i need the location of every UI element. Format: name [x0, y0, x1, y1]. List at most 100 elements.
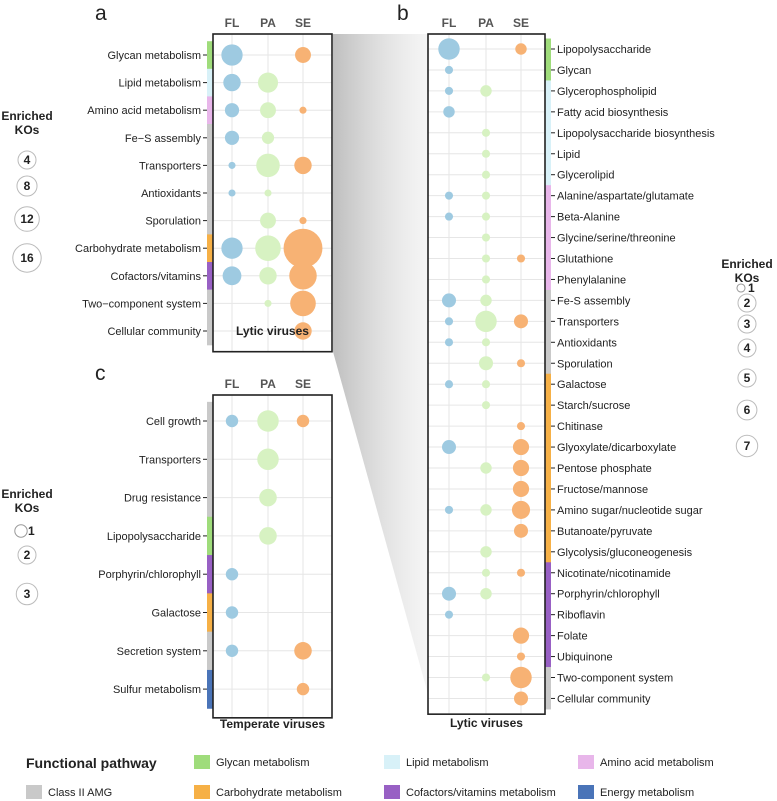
size-legend-value: 3 — [24, 587, 31, 601]
bubble-PA — [260, 212, 276, 229]
panel-c: FL PA SE Cell growth Transporters Drug resist… — [95, 362, 333, 731]
zoom-shade — [333, 34, 428, 695]
bubble-PA — [480, 587, 492, 600]
category-strip-carbo — [545, 436, 551, 459]
row-label: Sporulation — [557, 358, 613, 370]
column-header-FL: FL — [225, 16, 240, 30]
panel-frame — [212, 394, 333, 719]
bubble-FL — [441, 440, 457, 455]
bubble-PA — [481, 401, 491, 410]
bubble-FL — [223, 73, 241, 92]
bubble-FL — [224, 130, 240, 145]
column-header-PA: PA — [260, 377, 276, 391]
row-label: Transporters — [139, 454, 201, 466]
bubble-SE — [512, 480, 530, 498]
category-strip-class2 — [545, 667, 551, 689]
category-strip-carbo — [545, 457, 551, 479]
row-label: Lipid — [557, 149, 580, 161]
row-label: Glycerophospholipid — [557, 86, 657, 98]
bubble-SE — [513, 523, 529, 538]
bubble-FL — [225, 644, 239, 657]
bubble-FL — [444, 380, 454, 389]
bubble-PA — [478, 356, 494, 371]
legend-label-class2: Class II AMG — [48, 787, 112, 799]
size-legend-circle — [736, 283, 746, 293]
row-label: Cell growth — [146, 416, 201, 428]
column-header-PA: PA — [260, 16, 276, 30]
bubble-FL — [443, 106, 455, 118]
size-legend-circle — [14, 206, 40, 232]
bubble-FL — [225, 568, 239, 581]
bubble-PA — [259, 488, 277, 507]
row-label: Two−component system — [82, 298, 201, 310]
bubble-SE — [294, 322, 312, 340]
bubble-PA — [256, 153, 280, 178]
bubble-PA — [257, 72, 279, 93]
category-strip-carbo — [545, 373, 551, 396]
row-label: Amino acid metabolism — [87, 105, 201, 117]
row-label: Cellular community — [557, 693, 651, 705]
row-label: Chitinase — [557, 421, 603, 433]
category-strip-carbo — [545, 541, 551, 563]
category-strip-carbo — [545, 415, 551, 438]
category-strip-class2 — [545, 687, 551, 710]
category-strip-cofactor — [545, 625, 551, 647]
row-label: Carbohydrate metabolism — [75, 243, 201, 255]
bubble-PA — [480, 85, 492, 97]
legend-swatch-class2 — [26, 785, 42, 799]
category-strip-class2 — [207, 206, 213, 235]
size-legend-circle — [12, 243, 42, 273]
size-legend-value: 12 — [20, 212, 34, 226]
category-strip-cofactor — [545, 604, 551, 626]
row-label: Glycolysis/gluconeogenesis — [557, 547, 693, 559]
size-legend-value: 7 — [744, 439, 751, 453]
category-strip-amino — [545, 227, 551, 249]
legend-label-glycan: Glycan metabolism — [216, 757, 310, 769]
category-strip-carbo — [545, 520, 551, 542]
bubble-FL — [444, 191, 454, 200]
category-strip-lipid — [545, 164, 551, 186]
size-legend-circle — [737, 338, 757, 358]
column-header-SE: SE — [295, 16, 311, 30]
bubble-FL — [228, 161, 236, 169]
category-strip-carbo — [207, 593, 213, 633]
category-strip-amino — [545, 268, 551, 291]
row-label: Fatty acid biosynthesis — [557, 107, 669, 119]
category-strip-class2 — [207, 317, 213, 346]
row-label: Amino sugar/nucleotide sugar — [557, 505, 703, 517]
bubble-SE — [511, 500, 531, 519]
size-legend-value: 2 — [744, 296, 751, 310]
size-legend-circle — [17, 150, 37, 170]
size-legend-value: 2 — [24, 548, 31, 562]
column-header-PA: PA — [478, 16, 494, 30]
legend-label-cofactor: Cofactors/vitamins metabolism — [406, 787, 556, 799]
bubble-SE — [283, 228, 323, 268]
bubble-SE — [299, 106, 307, 114]
zoom-connector — [333, 34, 428, 695]
legend-title: Functional pathway — [26, 755, 157, 771]
bubble-FL — [444, 610, 454, 619]
bubble-SE — [290, 290, 316, 317]
legend-label-energy: Energy metabolism — [600, 787, 694, 799]
category-strip-amino — [207, 96, 213, 125]
size-legend-value: 4 — [24, 153, 31, 167]
bubble-FL — [221, 237, 243, 259]
bubble-PA — [480, 462, 492, 474]
category-strip-class2 — [207, 440, 213, 479]
bubble-FL — [444, 505, 454, 514]
row-label: Porphyrin/chlorophyll — [557, 589, 660, 601]
column-header-SE: SE — [513, 16, 529, 30]
size-legend-circle — [14, 524, 28, 538]
category-strip-cofactor — [207, 262, 213, 291]
bubble-SE — [515, 43, 527, 55]
legend-swatch-glycan — [194, 755, 210, 769]
bubble-FL — [438, 38, 460, 60]
bubble-SE — [516, 568, 526, 577]
legend-swatch-carbo — [194, 785, 210, 799]
bubble-SE — [296, 682, 310, 696]
row-label: Transporters — [557, 316, 619, 328]
bubble-FL — [444, 317, 454, 326]
panel-letter: c — [95, 362, 106, 385]
size-legend-value: 5 — [744, 371, 751, 385]
